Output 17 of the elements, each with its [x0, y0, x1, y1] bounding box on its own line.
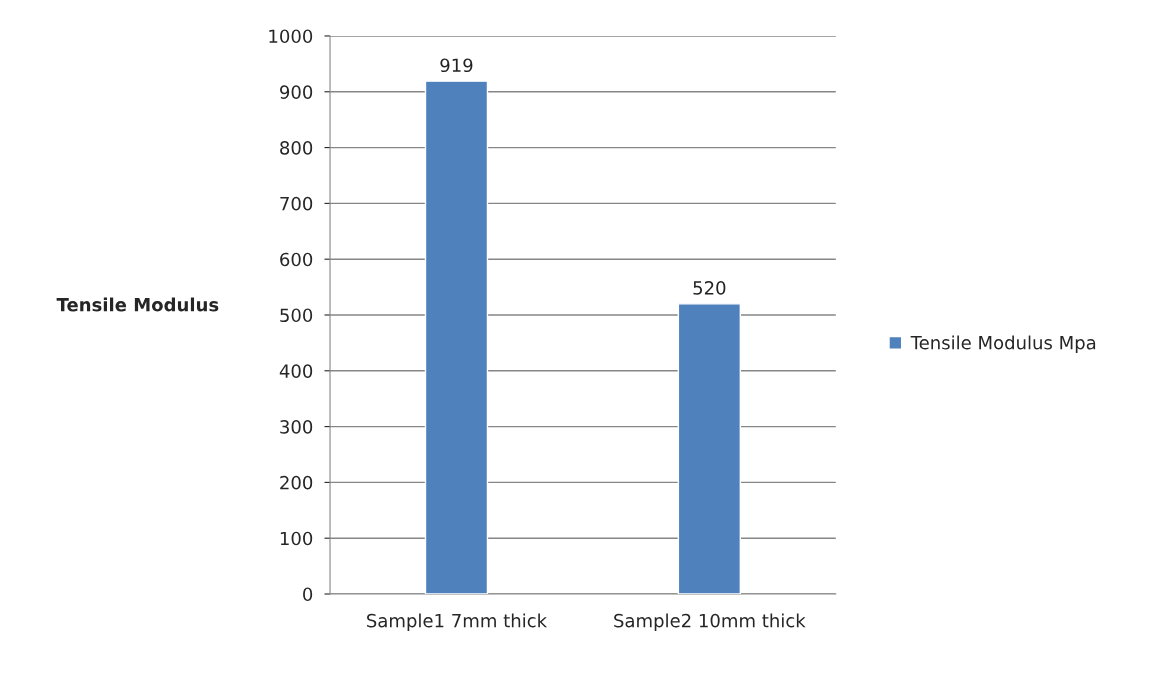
- x-tick-label: Sample1 7mm thick: [367, 613, 548, 631]
- y-tick-label: 600: [280, 252, 313, 267]
- legend-label: Tensile Modulus Mpa: [910, 335, 1096, 353]
- x-tick-label: Sample2 10mm thick: [614, 613, 806, 631]
- y-tick-label: 300: [280, 420, 313, 434]
- y-tick-label: 700: [280, 196, 313, 211]
- y-axis-title: Tensile Modulus: [56, 297, 219, 312]
- y-tick-label: 1000: [269, 29, 313, 44]
- y-tick-label: 200: [280, 475, 313, 490]
- y-tick-label: 0: [303, 587, 313, 602]
- data-label: 919: [440, 58, 473, 73]
- y-tick-label: 400: [279, 364, 313, 378]
- data-label: 520: [693, 281, 726, 295]
- y-tick-label: 500: [280, 308, 313, 323]
- y-tick-label: 900: [280, 85, 313, 99]
- y-tick-label: 100: [280, 531, 313, 546]
- y-tick-label: 800: [280, 141, 313, 155]
